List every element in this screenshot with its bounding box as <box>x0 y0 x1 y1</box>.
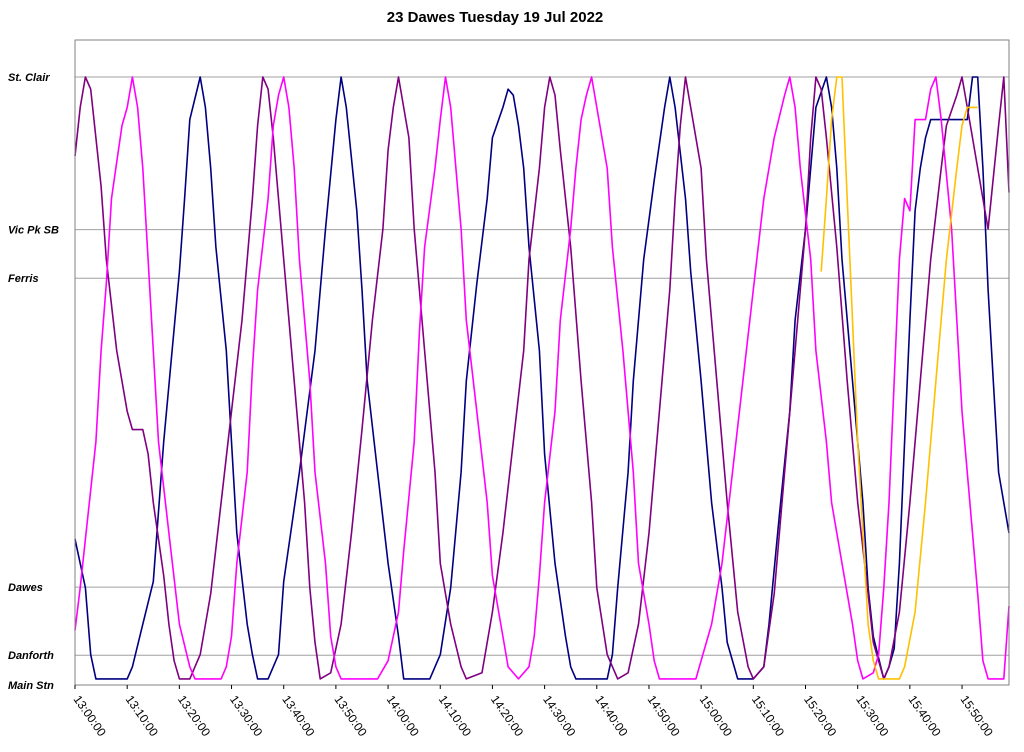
time-tick-labels: 13:00:00 13:10:00 13:20:00 13:30:00 13:40:00… <box>71 685 996 739</box>
stop-label: Danforth <box>8 650 54 662</box>
x-tick-label: 13:30:00 <box>227 693 265 740</box>
x-tick-label: 14:30:00 <box>540 693 578 740</box>
x-tick-label: 13:10:00 <box>123 693 161 740</box>
stop-label: Vic Pk SB <box>8 225 59 237</box>
x-tick-label: 14:50:00 <box>645 693 683 740</box>
vehicle-trace-3 <box>74 76 1010 680</box>
x-tick-label: 13:20:00 <box>175 693 213 740</box>
x-tick-label: 13:50:00 <box>331 693 369 740</box>
stop-label: Dawes <box>8 582 43 594</box>
x-tick-label: 13:40:00 <box>279 693 317 740</box>
x-tick-label: 15:50:00 <box>958 693 996 740</box>
x-tick-label: 14:20:00 <box>488 693 526 740</box>
x-tick-label: 15:30:00 <box>853 693 891 740</box>
x-tick-label: 14:40:00 <box>592 693 630 740</box>
vehicle-trace-1 <box>74 76 1010 680</box>
grid-lines <box>75 76 1009 686</box>
x-tick-label: 14:10:00 <box>436 693 474 740</box>
x-tick-label: 14:00:00 <box>384 693 422 740</box>
chart-title: 23 Dawes Tuesday 19 Jul 2022 <box>386 9 604 26</box>
x-tick-label: 15:00:00 <box>697 693 735 740</box>
vehicle-trace-4 <box>820 76 978 680</box>
series-lines <box>74 76 1010 680</box>
x-tick-label: 15:20:00 <box>801 693 839 740</box>
plot-frame <box>74 39 1010 686</box>
stop-labels: St. Clair Vic Pk SB Ferris Dawes Danforth Mai… <box>8 72 59 692</box>
stop-label: Main Stn <box>8 680 54 692</box>
stop-label: Ferris <box>8 273 39 285</box>
x-tick-label: 15:40:00 <box>905 693 943 740</box>
vehicle-trace-2 <box>74 76 1010 680</box>
x-tick-label: 15:10:00 <box>749 693 787 740</box>
stop-label: St. Clair <box>8 72 50 84</box>
x-tick-label: 13:00:00 <box>71 693 109 740</box>
